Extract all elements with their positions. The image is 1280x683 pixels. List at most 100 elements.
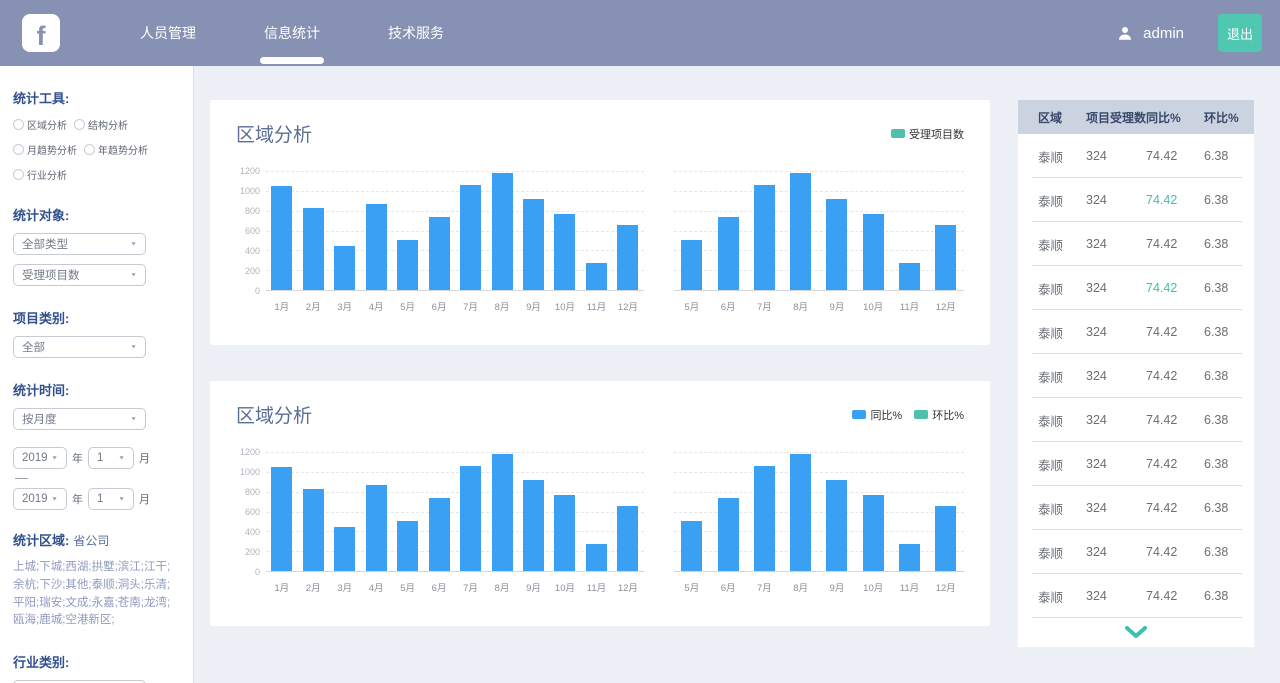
cell-mom: 6.38	[1204, 193, 1229, 207]
table-row: 泰顺 324 74.42 6.38	[1018, 310, 1254, 354]
year-suffix: 年	[72, 453, 83, 465]
plot-area	[673, 171, 964, 291]
table-row: 泰顺 324 74.42 6.38	[1018, 442, 1254, 486]
bar	[397, 239, 419, 290]
radio-circle-icon	[84, 144, 95, 155]
logout-button[interactable]: 退出	[1218, 14, 1262, 52]
object-section-label: 统计对象:	[13, 208, 70, 223]
start-month-select[interactable]: 1 ▼	[88, 447, 134, 469]
cell-count: 324	[1086, 413, 1107, 427]
cell-mom: 6.38	[1204, 589, 1229, 603]
charts-column: 区域分析 受理项目数 0 200 400 600 800 1000 1200 1月 2月 3月 4月…	[210, 100, 990, 683]
cell-yoy: 74.42	[1146, 501, 1178, 515]
end-month-value: 1	[97, 493, 104, 505]
region-analysis-card-2: 区域分析 同比% 环比% 0 200 400 600 800 1000 1200 1月 2月 3月 4…	[210, 381, 990, 626]
cell-yoy: 74.42	[1146, 281, 1178, 295]
cell-region: 泰顺	[1038, 546, 1064, 561]
region-section-label: 统计区域: 省公司	[13, 530, 180, 549]
chevron-down-icon: ▼	[130, 241, 137, 247]
bar	[790, 172, 812, 290]
nav-tab-1[interactable]: 人员管理	[106, 0, 230, 66]
radio-option[interactable]: 结构分析	[74, 117, 128, 132]
bar	[681, 239, 703, 290]
table-row: 泰顺 324 74.42 6.38	[1018, 134, 1254, 178]
bar	[302, 489, 324, 571]
table-row: 泰顺 324 74.42 6.38	[1018, 354, 1254, 398]
bar-chart-months-partial: 5月 6月 7月 8月 9月 10月 11月 12月	[673, 171, 964, 313]
radio-option[interactable]: 区域分析	[13, 117, 67, 132]
region-analysis-card-1: 区域分析 受理项目数 0 200 400 600 800 1000 1200 1月 2月 3月 4月…	[210, 100, 990, 345]
nav-tab-label: 信息统计	[264, 25, 320, 41]
facebook-logo-icon[interactable]: f	[22, 14, 60, 52]
table-header-cell: 环比%	[1204, 110, 1239, 125]
bar-chart-months-partial: 5月 6月 7月 8月 9月 10月 11月 12月	[673, 452, 964, 594]
username-label: admin	[1143, 24, 1184, 42]
bar	[899, 263, 920, 290]
nav-tab-label: 技术服务	[388, 25, 444, 41]
table-header-cell: 区域	[1038, 110, 1063, 125]
x-axis-labels: 5月 6月 7月 8月 9月 10月 11月 12月	[684, 302, 956, 313]
region-stats-table-panel: 区域 项目受理数 同比% 环比% 泰顺 324 74.42 6.38 泰顺 324 74.42 6.…	[1018, 100, 1254, 647]
start-year-select[interactable]: 2019 ▼	[13, 447, 67, 469]
radio-option[interactable]: 年趋势分析	[84, 142, 148, 157]
nav-tab-2[interactable]: 信息统计	[230, 0, 354, 66]
end-month-select[interactable]: 1 ▼	[88, 488, 134, 510]
bar	[460, 185, 482, 290]
bar	[753, 185, 775, 290]
industry-section-label: 行业类别:	[13, 655, 70, 671]
cell-yoy: 74.42	[1146, 325, 1178, 339]
cell-region: 泰顺	[1038, 458, 1064, 473]
cell-mom: 6.38	[1204, 413, 1229, 427]
end-year-value: 2019	[22, 493, 48, 505]
cell-region: 泰顺	[1038, 502, 1064, 517]
bar-chart-months-full: 0 200 400 600 800 1000 1200 1月 2月 3月 4月 5月 6月 7月 8月 9月 1…	[236, 166, 644, 313]
table-header-cell: 项目受理数	[1086, 110, 1147, 125]
x-axis-labels: 1月 2月 3月 4月 5月 6月 7月 8月 9月 10月 11月 12月	[274, 583, 638, 594]
object-type-value: 全部类型	[22, 239, 68, 251]
legend-item: 受理项目数	[891, 126, 964, 142]
cell-region: 泰顺	[1038, 370, 1064, 385]
expand-more-button[interactable]	[1018, 618, 1254, 643]
bar	[554, 494, 576, 571]
cell-region: 泰顺	[1038, 282, 1064, 297]
bar	[428, 216, 450, 290]
cell-mom: 6.38	[1204, 501, 1229, 515]
user-area: admin	[1116, 24, 1184, 42]
end-year-select[interactable]: 2019 ▼	[13, 488, 67, 510]
legend-swatch-icon	[852, 410, 867, 419]
cell-mom: 6.38	[1204, 325, 1229, 339]
range-end-row: 2019 ▼ 年 1 ▼ 月	[13, 488, 180, 510]
category-select[interactable]: 全部 ▼	[13, 336, 146, 358]
bar	[554, 213, 576, 290]
chevron-down-icon	[1125, 626, 1147, 638]
chevron-down-icon: ▼	[51, 496, 58, 502]
cell-mom: 6.38	[1204, 457, 1229, 471]
radio-option[interactable]: 月趋势分析	[13, 142, 77, 157]
bar	[522, 480, 544, 571]
bar	[826, 199, 848, 290]
main-content: 区域分析 受理项目数 0 200 400 600 800 1000 1200 1月 2月 3月 4月…	[194, 66, 1280, 683]
cell-mom: 6.38	[1204, 281, 1229, 295]
cell-count: 324	[1086, 501, 1107, 515]
plot-area	[266, 452, 644, 572]
legend-label: 环比%	[932, 409, 964, 422]
chevron-down-icon: ▼	[118, 455, 125, 461]
year-suffix: 年	[72, 494, 83, 506]
bar	[522, 199, 544, 290]
plot-area	[266, 171, 644, 291]
cell-count: 324	[1086, 369, 1107, 383]
chevron-down-icon: ▼	[130, 272, 137, 278]
radio-label: 区域分析	[27, 121, 67, 132]
region-label-text: 统计区域:	[13, 533, 70, 548]
nav-tab-label: 人员管理	[140, 25, 196, 41]
radio-option[interactable]: 行业分析	[13, 167, 67, 182]
active-tab-indicator	[260, 57, 324, 64]
chevron-down-icon: ▼	[51, 455, 58, 461]
cell-mom: 6.38	[1204, 369, 1229, 383]
object-metric-select[interactable]: 受理项目数 ▼	[13, 264, 146, 286]
nav-tab-3[interactable]: 技术服务	[354, 0, 478, 66]
cell-region: 泰顺	[1038, 326, 1064, 341]
time-granularity-select[interactable]: 按月度 ▼	[13, 408, 146, 430]
object-type-select[interactable]: 全部类型 ▼	[13, 233, 146, 255]
top-navbar: f 人员管理 信息统计 技术服务 admin 退出	[0, 0, 1280, 66]
